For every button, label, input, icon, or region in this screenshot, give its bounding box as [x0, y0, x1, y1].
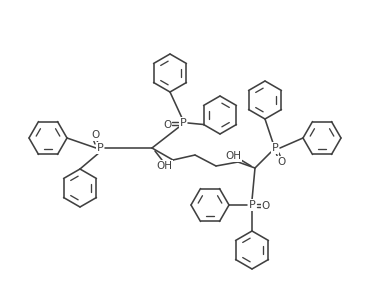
Text: P: P	[248, 200, 255, 210]
Text: O: O	[262, 201, 270, 211]
Text: P: P	[97, 143, 103, 153]
Text: OH: OH	[156, 161, 172, 171]
Text: OH: OH	[225, 151, 241, 161]
Text: O: O	[277, 157, 285, 167]
Text: P: P	[272, 143, 278, 153]
Text: P: P	[180, 118, 186, 128]
Text: O: O	[163, 120, 171, 130]
Text: O: O	[91, 130, 99, 140]
